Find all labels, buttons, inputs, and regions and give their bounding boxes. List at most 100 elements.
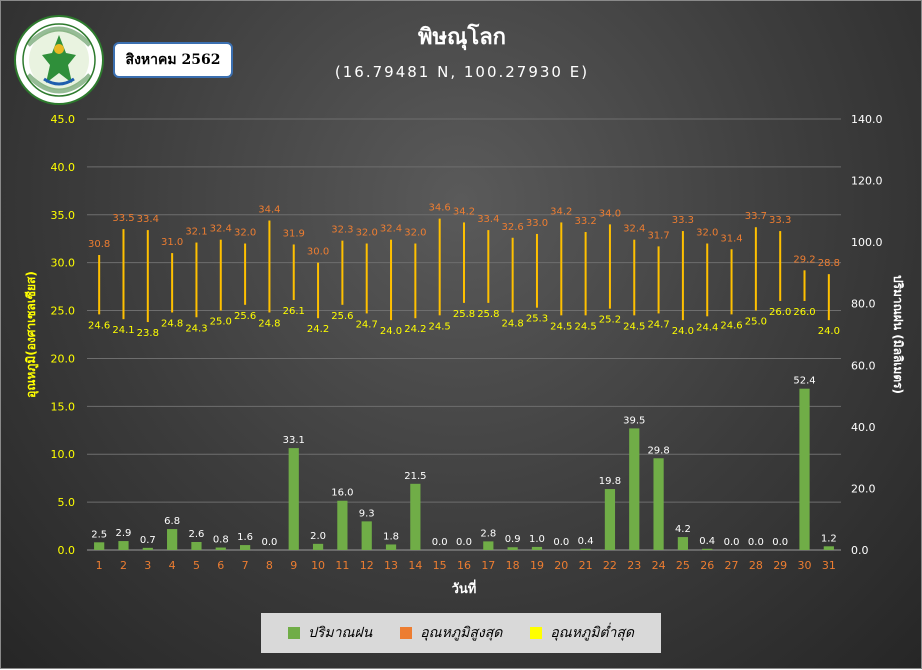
x-tick-label: 30 — [798, 559, 812, 572]
tmin-value-label: 25.3 — [526, 314, 548, 325]
tmin-value-label: 25.8 — [477, 309, 499, 320]
x-tick-label: 2 — [120, 559, 127, 572]
rain-value-label: 1.8 — [383, 531, 399, 542]
tmin-value-label: 24.0 — [380, 326, 402, 337]
rain-bar — [118, 541, 129, 550]
tmax-value-label: 32.1 — [185, 227, 207, 238]
x-tick-label: 14 — [408, 559, 422, 572]
tmin-value-label: 26.0 — [769, 307, 791, 318]
tmin-value-label: 24.1 — [112, 325, 134, 336]
rain-value-label: 1.0 — [529, 534, 545, 545]
tmax-value-label: 30.0 — [307, 247, 329, 258]
rain-value-label: 0.8 — [213, 535, 229, 546]
x-tick-label: 16 — [457, 559, 471, 572]
y-right-tick-label: 0.0 — [851, 544, 869, 557]
rain-bar — [239, 545, 251, 550]
tmax-value-label: 32.0 — [234, 228, 256, 239]
temperature-range-bar — [827, 274, 830, 321]
rain-value-label: 0.0 — [553, 537, 569, 548]
temperature-range-bar — [317, 262, 320, 319]
rain-value-label: 2.6 — [188, 529, 204, 540]
y-left-tick-label: 25.0 — [51, 305, 76, 318]
tmin-value-label: 24.5 — [623, 321, 645, 332]
tmax-value-label: 33.0 — [526, 218, 548, 229]
tmax-value-label: 32.4 — [380, 224, 402, 235]
rain-value-label: 2.0 — [310, 531, 326, 542]
rain-value-label: 19.8 — [599, 476, 621, 487]
meteorological-department-logo — [14, 15, 104, 105]
rain-value-label: 4.2 — [675, 524, 691, 535]
tmax-value-label: 34.2 — [453, 206, 475, 217]
x-tick-label: 11 — [335, 559, 349, 572]
temperature-range-bar — [122, 229, 125, 320]
tmax-value-label: 32.6 — [502, 222, 524, 233]
tmax-value-label: 32.0 — [696, 228, 718, 239]
tmin-value-label: 24.5 — [550, 321, 572, 332]
legend-item-tmax: อุณหภูมิสูงสุด — [400, 622, 502, 644]
y-left-axis-title: อุณหภูมิ(องศาเซลเซียส) — [24, 271, 39, 398]
legend-swatch-tmin — [530, 627, 543, 639]
y-right-tick-label: 60.0 — [851, 359, 876, 372]
tmax-value-label: 32.4 — [210, 224, 232, 235]
rain-bar — [361, 521, 372, 550]
rain-bar — [191, 541, 202, 550]
temperature-range-bar — [98, 255, 101, 315]
rain-value-label: 0.0 — [748, 537, 764, 548]
chart-title: พิษณุโลก — [417, 25, 507, 50]
y-right-tick-label: 20.0 — [851, 482, 876, 495]
tmax-value-label: 32.0 — [404, 228, 426, 239]
temperature-range-bar — [730, 249, 733, 315]
temperature-range-bar — [195, 242, 198, 318]
legend-swatch-rain — [287, 627, 300, 639]
rain-bar — [94, 542, 105, 550]
tmax-value-label: 34.4 — [258, 205, 280, 216]
temperature-range-bar — [365, 243, 368, 314]
gridlines — [87, 118, 841, 551]
y-right-tick-label: 120.0 — [851, 175, 883, 188]
tmax-value-label: 33.4 — [477, 214, 499, 225]
month-label: สิงหาคม 2562 — [113, 42, 233, 78]
rain-bar — [312, 543, 324, 550]
temperature-range-bar — [584, 232, 587, 316]
x-tick-label: 25 — [676, 559, 690, 572]
temperature-range-bar — [146, 230, 149, 323]
x-tick-label: 15 — [433, 559, 447, 572]
temperature-range-bar — [633, 239, 636, 316]
temperature-range-bar — [657, 246, 660, 314]
legend-swatch-tmax — [400, 627, 413, 639]
temperature-range-bar — [268, 220, 271, 313]
tmax-value-label: 33.4 — [137, 214, 159, 225]
temperature-range-bar — [171, 253, 174, 313]
tmin-value-label: 24.3 — [185, 323, 207, 334]
y-right-tick-label: 100.0 — [851, 236, 883, 249]
tmax-value-label: 34.0 — [599, 208, 621, 219]
temperature-range-bar — [438, 218, 441, 316]
temperature-range-bar — [390, 239, 393, 321]
rain-value-label: 2.9 — [116, 528, 132, 539]
temperature-range-bar — [487, 230, 490, 303]
x-tick-label: 12 — [360, 559, 374, 572]
rain-value-label: 0.0 — [772, 537, 788, 548]
rain-bar — [629, 428, 640, 550]
tmin-value-label: 24.4 — [696, 322, 718, 333]
tmax-value-label: 31.7 — [647, 230, 669, 241]
temperature-range-bar — [681, 231, 684, 321]
tmax-value-label: 32.4 — [623, 224, 645, 235]
tmin-value-label: 24.2 — [404, 324, 426, 335]
tmin-value-label: 24.0 — [818, 326, 840, 337]
y-left-tick-label: 15.0 — [51, 400, 76, 413]
tmax-value-label: 29.2 — [793, 254, 815, 265]
rain-value-label: 0.9 — [505, 534, 521, 545]
x-tick-label: 26 — [700, 559, 714, 572]
temperature-range-bar — [779, 231, 782, 301]
tmax-value-label: 33.3 — [769, 215, 791, 226]
y-left-tick-label: 35.0 — [51, 209, 76, 222]
tmin-value-label: 24.7 — [647, 319, 669, 330]
temperature-range-bar — [414, 243, 417, 319]
temperature-range-bar — [608, 224, 611, 309]
rain-value-label: 52.4 — [793, 376, 815, 387]
temperature-range-bar — [803, 270, 806, 301]
chart-coordinates: (16.79481 N, 100.27930 E) — [334, 63, 590, 81]
tmax-value-label: 33.2 — [574, 216, 596, 227]
